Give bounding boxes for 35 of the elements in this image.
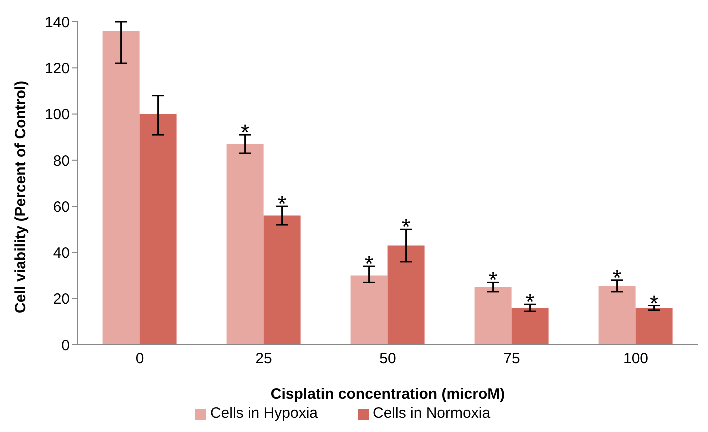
- bar: [102, 31, 140, 345]
- data-label: *: [613, 265, 622, 290]
- y-tick-label: 80: [53, 152, 70, 170]
- y-tick-label: 20: [53, 291, 70, 308]
- bar: [388, 246, 425, 345]
- data-label: *: [526, 290, 536, 315]
- x-tick-label: 0: [136, 350, 144, 368]
- y-tick-label: 40: [53, 245, 70, 262]
- x-tick-label: 25: [256, 350, 272, 368]
- y-tick-label: 120: [44, 60, 70, 78]
- legend-label: Cells in Normoxia: [373, 405, 491, 422]
- bar: [264, 216, 301, 345]
- bar: [226, 144, 264, 345]
- y-tick-label: 60: [53, 198, 70, 216]
- data-label: *: [650, 290, 660, 316]
- data-label: *: [278, 192, 288, 217]
- y-tick-label: 0: [62, 337, 70, 354]
- legend-label: Cells in Hypoxia: [210, 405, 318, 422]
- bar: [598, 286, 636, 345]
- bar: [474, 287, 512, 345]
- x-tick-label: 100: [623, 350, 649, 368]
- data-label: *: [489, 268, 498, 293]
- bar: [636, 308, 673, 345]
- data-label: *: [241, 120, 250, 146]
- bar: [512, 308, 549, 345]
- y-tick-label: 140: [44, 14, 70, 32]
- data-label: *: [402, 214, 412, 240]
- bar: [140, 114, 177, 345]
- data-label: *: [365, 252, 374, 277]
- y-tick-label: 100: [44, 106, 70, 124]
- bar: [350, 276, 388, 345]
- x-tick-label: 75: [504, 350, 520, 368]
- x-axis-title: Cisplatin concentration (microM): [270, 386, 506, 403]
- y-axis-title: Cell viability (Percent of Control): [12, 80, 30, 314]
- x-tick-label: 50: [380, 350, 396, 368]
